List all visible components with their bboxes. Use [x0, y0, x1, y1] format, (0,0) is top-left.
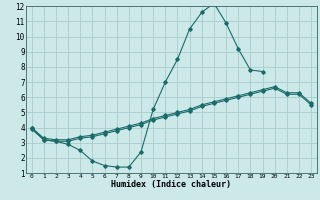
X-axis label: Humidex (Indice chaleur): Humidex (Indice chaleur) — [111, 180, 231, 189]
